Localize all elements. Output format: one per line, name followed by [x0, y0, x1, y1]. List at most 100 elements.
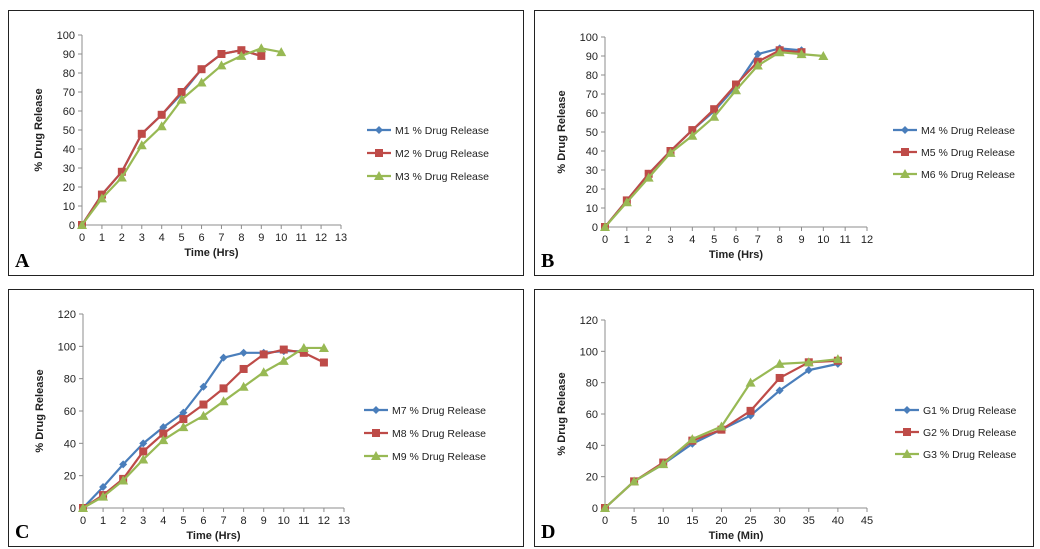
x-tick-label: 12 [318, 515, 330, 527]
legend-marker [901, 126, 909, 134]
data-point [600, 222, 610, 231]
x-tick-label: 7 [218, 232, 224, 244]
x-tick-label: 8 [241, 515, 247, 527]
data-point [752, 60, 763, 70]
data-point [139, 439, 148, 448]
y-tick-label: 100 [58, 341, 76, 353]
legend-marker [903, 406, 911, 414]
data-point [753, 50, 762, 59]
legend-marker [372, 406, 380, 414]
x-tick-label: 9 [258, 232, 264, 244]
data-point [137, 129, 146, 138]
y-tick-label: 0 [69, 220, 75, 232]
data-point [239, 348, 248, 357]
y-tick-label: 20 [586, 184, 598, 196]
data-point [218, 396, 229, 406]
data-point [818, 51, 829, 60]
data-point [197, 65, 206, 74]
data-point [621, 197, 632, 207]
data-point [746, 406, 755, 415]
y-axis-title: % Drug Release [33, 88, 45, 171]
y-tick-label: 60 [586, 108, 598, 120]
chart-panel-a: 0 10 20 30 40 50 60 70 80 90 100 0 1 2 3 4 5 6 7 8 9 10 11 12 13… [8, 10, 524, 276]
x-tick-label: 1 [100, 515, 106, 527]
x-tick-label: 5 [180, 515, 186, 527]
y-tick-label: 70 [586, 89, 598, 101]
x-axis-title: Time (Min) [709, 530, 764, 542]
series-2 [601, 46, 806, 231]
legend-marker [375, 149, 383, 157]
x-tick-label: 7 [220, 515, 226, 527]
x-tick-label: 13 [335, 232, 347, 244]
legend-item: M6 % Drug Release [893, 169, 1015, 181]
series-line [604, 51, 824, 228]
y-tick-label: 0 [70, 503, 76, 515]
x-tick-label: 6 [200, 515, 206, 527]
x-tick-label: 10 [817, 234, 829, 246]
data-point [238, 381, 249, 391]
data-point [276, 47, 287, 57]
data-point [179, 415, 188, 424]
data-point [219, 384, 228, 393]
data-point [600, 503, 610, 512]
x-tick-label: 8 [238, 232, 244, 244]
y-tick-label: 20 [63, 182, 75, 194]
legend-label: M9 % Drug Release [392, 451, 486, 463]
y-tick-label: 30 [63, 163, 75, 175]
y-tick-label: 80 [586, 70, 598, 82]
legend-marker [900, 169, 910, 178]
data-point [318, 342, 329, 352]
data-point [629, 476, 640, 486]
y-tick-label: 100 [580, 32, 598, 44]
data-point [710, 105, 719, 114]
data-point [199, 400, 208, 409]
data-point [665, 147, 676, 157]
x-axis-title: Time (Hrs) [186, 530, 241, 542]
chart-panel-d: 0 20 40 60 80 100 120 0 5 10 15 20 25 30 35 40 45 Time (M… [534, 289, 1034, 547]
y-tick-label: 0 [592, 503, 598, 515]
data-point [239, 364, 248, 373]
data-point [804, 366, 813, 375]
x-tick-label: 12 [315, 232, 327, 244]
y-tick-label: 90 [63, 49, 75, 61]
legend-marker [371, 451, 381, 460]
series-line [604, 362, 839, 509]
series-3 [600, 47, 829, 231]
panel-label-a: A [15, 250, 30, 272]
legend-item: M9 % Drug Release [364, 451, 486, 463]
y-tick-label: 20 [586, 472, 598, 484]
x-tick-label: 2 [120, 515, 126, 527]
data-point [117, 167, 126, 176]
data-point [775, 386, 784, 395]
data-point [118, 475, 129, 485]
data-point [139, 447, 148, 456]
x-tick-label: 7 [755, 234, 761, 246]
y-axis-title: % Drug Release [556, 90, 568, 173]
y-tick-label: 40 [586, 146, 598, 158]
data-point [159, 429, 168, 438]
data-point [745, 377, 756, 387]
legend-label: M2 % Drug Release [395, 148, 489, 160]
data-point [198, 410, 209, 420]
legend-marker [375, 126, 383, 134]
series-line [81, 47, 282, 226]
x-tick-label: 20 [715, 515, 727, 527]
y-tick-label: 120 [580, 315, 598, 327]
legend-label: M1 % Drug Release [395, 125, 489, 137]
y-tick-label: 90 [586, 51, 598, 63]
legend-label: M4 % Drug Release [921, 125, 1015, 137]
data-point [658, 459, 669, 469]
data-point [96, 193, 107, 203]
x-tick-label: 30 [774, 515, 786, 527]
x-tick-label: 35 [803, 515, 815, 527]
x-tick-label: 2 [646, 234, 652, 246]
x-tick-label: 12 [861, 234, 873, 246]
x-tick-label: 25 [744, 515, 756, 527]
data-point [179, 408, 188, 417]
data-point [319, 358, 328, 367]
data-point [278, 355, 289, 365]
legend-marker [374, 171, 384, 180]
y-tick-label: 120 [58, 309, 76, 321]
x-tick-label: 5 [711, 234, 717, 246]
data-point [158, 435, 169, 445]
